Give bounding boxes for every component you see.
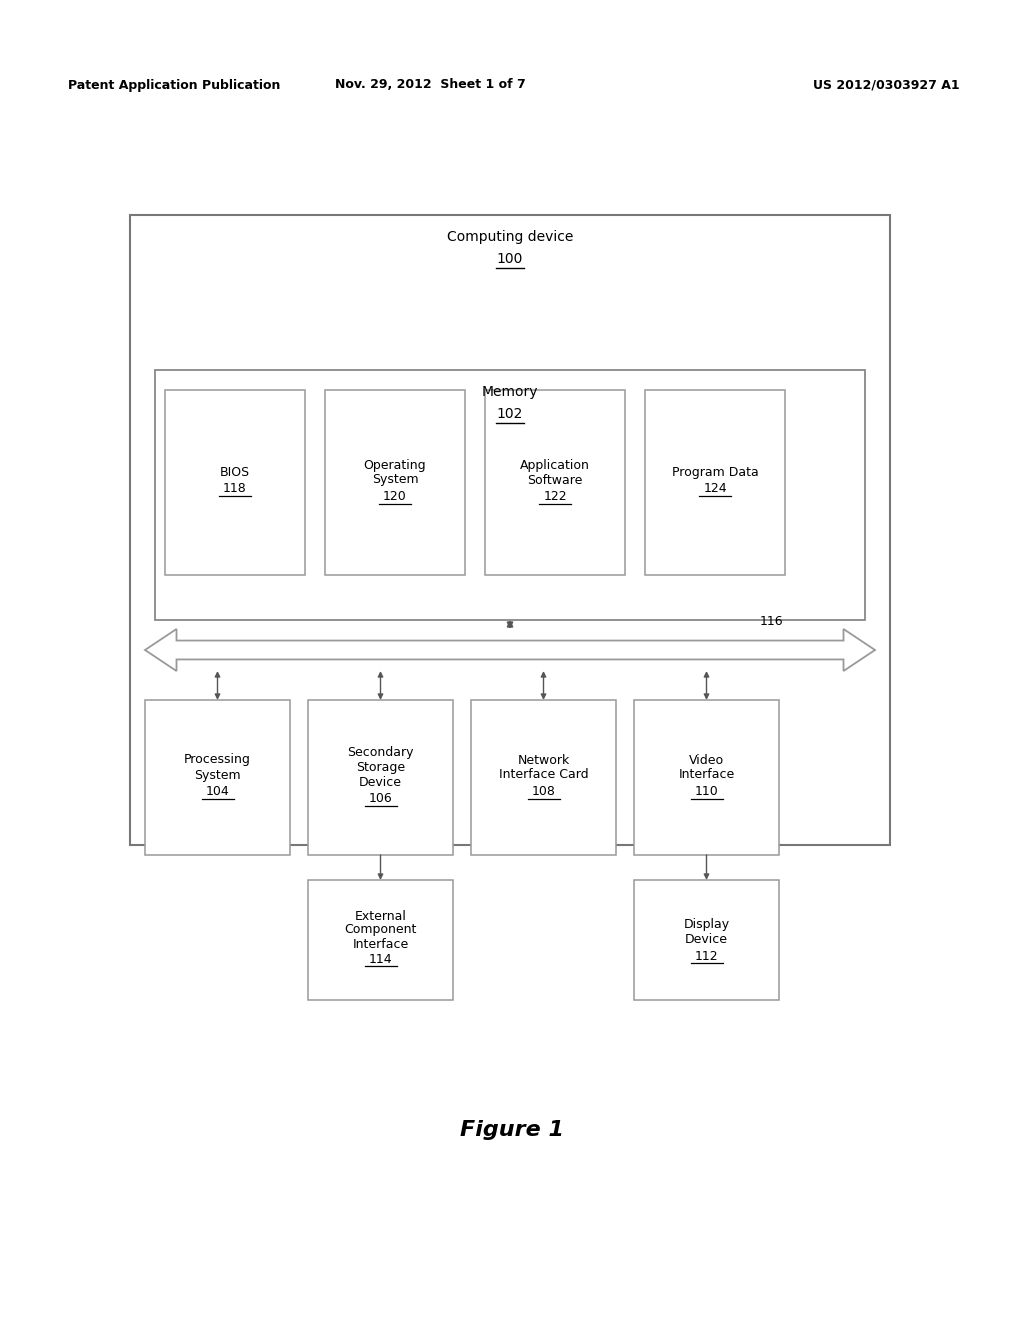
Text: Patent Application Publication: Patent Application Publication: [68, 78, 281, 91]
Text: Network: Network: [517, 754, 569, 767]
Text: 112: 112: [694, 949, 718, 962]
Text: Operating: Operating: [364, 458, 426, 471]
Bar: [130, 215, 890, 845]
Text: Device: Device: [685, 933, 728, 946]
Bar: [308, 880, 453, 1001]
Text: Application: Application: [520, 458, 590, 471]
Text: US 2012/0303927 A1: US 2012/0303927 A1: [813, 78, 961, 91]
Text: System: System: [372, 474, 419, 487]
Text: Computing device: Computing device: [446, 230, 573, 244]
Text: 122: 122: [543, 490, 567, 503]
Text: 120: 120: [383, 490, 407, 503]
Text: 116: 116: [760, 615, 783, 628]
Bar: [145, 700, 290, 855]
Text: Interface Card: Interface Card: [499, 768, 589, 781]
Text: Processing: Processing: [184, 754, 251, 767]
Text: 124: 124: [703, 483, 727, 495]
Text: 102: 102: [497, 407, 523, 421]
Bar: [485, 389, 625, 576]
Text: 104: 104: [206, 785, 229, 799]
Text: 108: 108: [531, 785, 555, 799]
Text: Component: Component: [344, 924, 417, 936]
Text: 110: 110: [694, 785, 719, 799]
Text: Display: Display: [683, 917, 729, 931]
Text: Nov. 29, 2012  Sheet 1 of 7: Nov. 29, 2012 Sheet 1 of 7: [335, 78, 525, 91]
Bar: [165, 389, 305, 576]
Text: System: System: [195, 768, 241, 781]
Bar: [634, 880, 779, 1001]
Text: Interface: Interface: [678, 768, 734, 781]
Text: BIOS: BIOS: [220, 466, 250, 479]
Text: Device: Device: [359, 776, 402, 789]
Text: 118: 118: [223, 483, 247, 495]
Text: Memory: Memory: [481, 385, 539, 399]
Bar: [325, 389, 465, 576]
Text: Software: Software: [527, 474, 583, 487]
Polygon shape: [145, 630, 874, 671]
Bar: [155, 370, 865, 620]
Bar: [471, 700, 616, 855]
Text: 106: 106: [369, 792, 392, 805]
Text: Figure 1: Figure 1: [460, 1119, 564, 1140]
Text: Storage: Storage: [356, 762, 406, 774]
Text: External: External: [354, 909, 407, 923]
Text: Video: Video: [689, 754, 724, 767]
Text: Interface: Interface: [352, 937, 409, 950]
Text: 114: 114: [369, 953, 392, 966]
Text: 100: 100: [497, 252, 523, 267]
Bar: [634, 700, 779, 855]
Bar: [645, 389, 785, 576]
Bar: [308, 700, 453, 855]
Text: Secondary: Secondary: [347, 746, 414, 759]
Text: Program Data: Program Data: [672, 466, 759, 479]
